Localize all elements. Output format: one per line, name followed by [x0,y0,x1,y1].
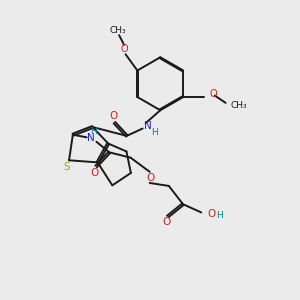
Text: CH₃: CH₃ [231,101,247,110]
Text: O: O [210,89,218,99]
Text: O: O [146,173,154,183]
Text: N: N [144,121,152,130]
Text: O: O [110,111,118,121]
Text: H: H [151,128,158,136]
Text: O: O [91,168,99,178]
Text: H: H [90,127,97,136]
Text: O: O [162,218,170,227]
Text: N: N [87,133,95,143]
Text: H: H [217,212,223,220]
Text: S: S [63,162,70,172]
Text: O: O [208,209,216,219]
Text: CH₃: CH₃ [109,26,126,35]
Text: O: O [120,44,128,54]
